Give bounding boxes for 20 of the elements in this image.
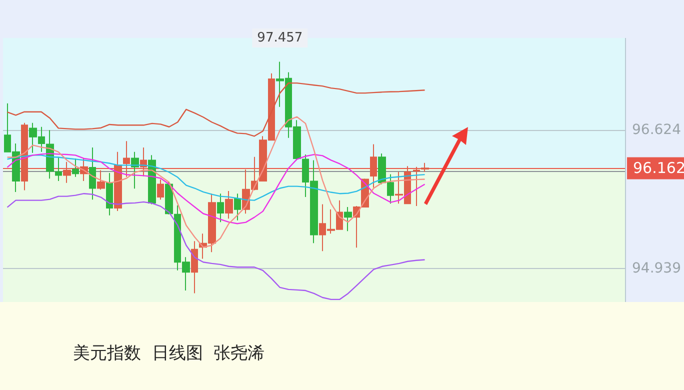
candlestick	[89, 146, 96, 200]
y-tick-label: 96.624	[632, 122, 682, 138]
candlestick	[72, 158, 79, 178]
candlestick	[344, 206, 352, 232]
ref-line-label: 96.162	[633, 159, 684, 178]
candlestick	[191, 240, 198, 294]
candlestick	[165, 181, 173, 215]
y-tick-label: 94.939	[632, 260, 682, 276]
line-series	[6, 152, 426, 224]
line-series	[6, 116, 426, 248]
line-series	[6, 154, 426, 201]
text: 美元指数 日线图 张尧浠	[73, 344, 265, 364]
annotation: 97.457	[257, 30, 303, 46]
candlestick	[217, 193, 224, 223]
candlestick	[234, 193, 241, 221]
candlestick	[106, 172, 113, 216]
candlestick	[225, 190, 233, 220]
line-series	[6, 192, 426, 300]
candlestick	[148, 154, 156, 205]
candlestick	[157, 179, 164, 200]
